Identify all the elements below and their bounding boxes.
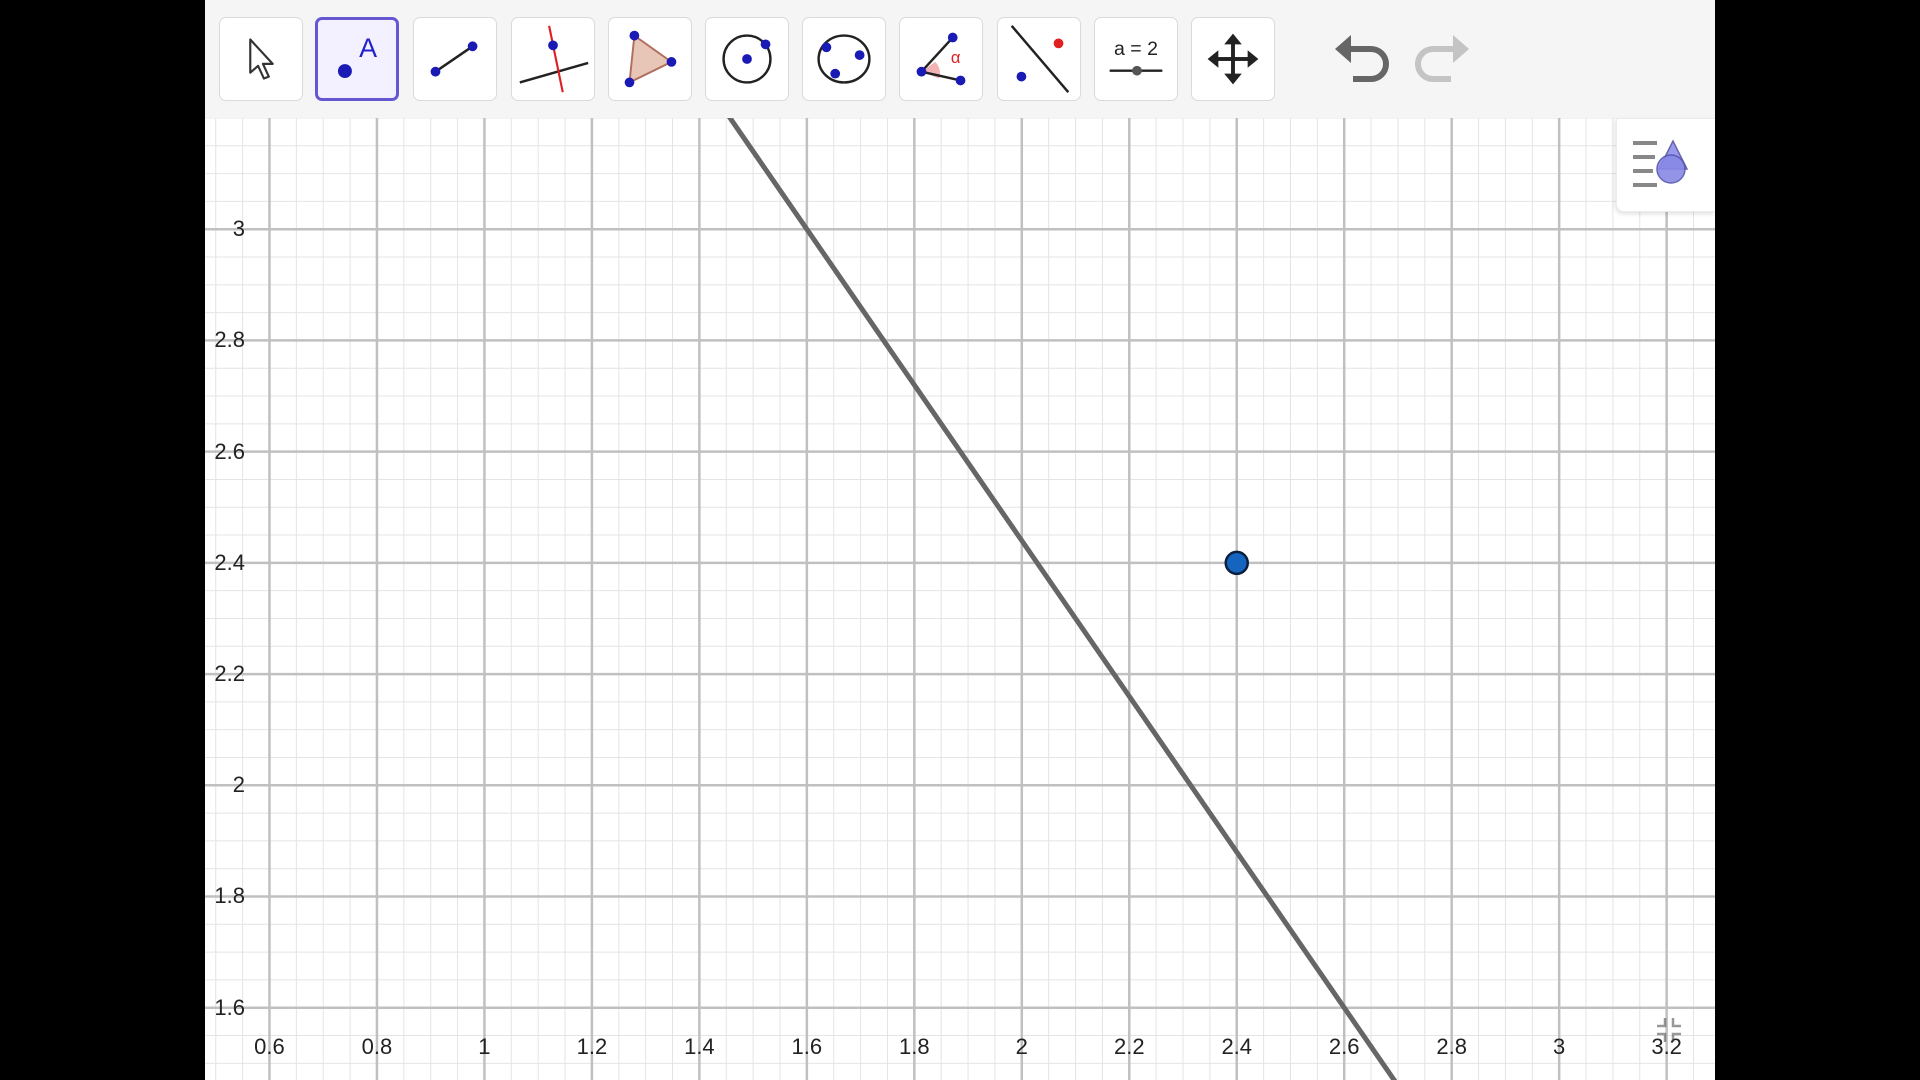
- circle-three-points-icon: [817, 34, 871, 84]
- algebra-view-toggle[interactable]: [1616, 118, 1715, 212]
- circle-center-point-tool[interactable]: [705, 17, 789, 101]
- x-axis-label: 1.2: [576, 1034, 608, 1059]
- x-axis-label: 2.6: [1328, 1034, 1360, 1059]
- search-icon: [1713, 25, 1715, 95]
- algebra-view-icon: [1633, 139, 1689, 187]
- move-tool[interactable]: [219, 17, 303, 101]
- y-axis-label: 3: [232, 216, 245, 242]
- x-axis-label: 0.8: [361, 1034, 393, 1059]
- point-object[interactable]: [1224, 550, 1249, 576]
- undo-icon: [1335, 35, 1389, 82]
- circle-three-points-tool[interactable]: [802, 17, 886, 101]
- minor-gridlines: [205, 118, 1715, 1080]
- circle-center-icon: [722, 34, 772, 84]
- y-axis-label: 1.8: [214, 883, 245, 909]
- redo-icon: [1415, 35, 1469, 82]
- y-axis-label: 2.8: [214, 327, 245, 353]
- x-axis-label: 0.6: [254, 1034, 285, 1059]
- y-axis-label: 2.4: [214, 549, 245, 575]
- toolbar: A: [205, 0, 1715, 118]
- perpendicular-line-icon: [519, 25, 589, 93]
- point-a-icon: A: [337, 33, 377, 79]
- geogebra-app: A: [205, 0, 1715, 1080]
- angle-tool-label: α: [951, 48, 961, 67]
- slider-icon: a = 2: [1109, 38, 1163, 76]
- undo-button[interactable]: [1327, 25, 1397, 95]
- x-axis-label: 1: [478, 1034, 491, 1059]
- redo-button[interactable]: [1407, 25, 1477, 95]
- arrow-cursor-icon: [249, 38, 274, 80]
- coordinate-grid[interactable]: [205, 118, 1715, 1080]
- angle-tool[interactable]: α: [899, 17, 983, 101]
- x-axis-label: 2.8: [1436, 1034, 1467, 1059]
- x-axis-label: 2.2: [1113, 1034, 1145, 1059]
- move-graphics-view-tool[interactable]: [1191, 17, 1275, 101]
- x-axis-label: 3: [1553, 1034, 1566, 1059]
- x-axis-label: 2: [1015, 1034, 1028, 1059]
- segment-icon: [430, 41, 478, 77]
- move-arrows-icon: [1207, 33, 1259, 85]
- slider-tool[interactable]: a = 2: [1094, 17, 1178, 101]
- major-gridlines: [205, 118, 1715, 1080]
- angle-icon: α: [916, 32, 966, 86]
- line-object[interactable]: [205, 118, 1715, 1080]
- search-button[interactable]: [1713, 25, 1715, 95]
- slider-tool-label: a = 2: [1114, 38, 1158, 60]
- polygon-tool[interactable]: [608, 17, 692, 101]
- graphics-view[interactable]: 0.6 0.8 1 1.2 1.4 1.6 1.8 2 2.2 2.4 2.6 2.8 3 3.2 3 2.8…: [205, 118, 1715, 1080]
- reflect-line-icon: [1010, 25, 1070, 93]
- y-axis-label: 1.6: [214, 994, 245, 1020]
- perpendicular-line-tool[interactable]: [511, 17, 595, 101]
- reflect-about-line-tool[interactable]: [997, 17, 1081, 101]
- polygon-icon: [624, 30, 677, 88]
- x-axis-label: 1.4: [684, 1034, 715, 1059]
- point-tool[interactable]: A: [315, 17, 399, 101]
- x-axis-label: 2.4: [1221, 1034, 1253, 1059]
- x-axis-label: 1.6: [791, 1034, 823, 1059]
- segment-tool[interactable]: [413, 17, 497, 101]
- x-axis-label: 1.8: [899, 1034, 930, 1059]
- exit-fullscreen-icon: [1657, 1018, 1681, 1042]
- exit-fullscreen-button[interactable]: [1653, 1014, 1685, 1046]
- y-axis-label: 2.6: [214, 438, 245, 464]
- y-axis-label: 2.2: [214, 661, 245, 687]
- x-axis-label: 3.2: [1651, 1034, 1682, 1059]
- y-axis-label: 2: [232, 772, 245, 798]
- point-tool-label: A: [359, 33, 377, 63]
